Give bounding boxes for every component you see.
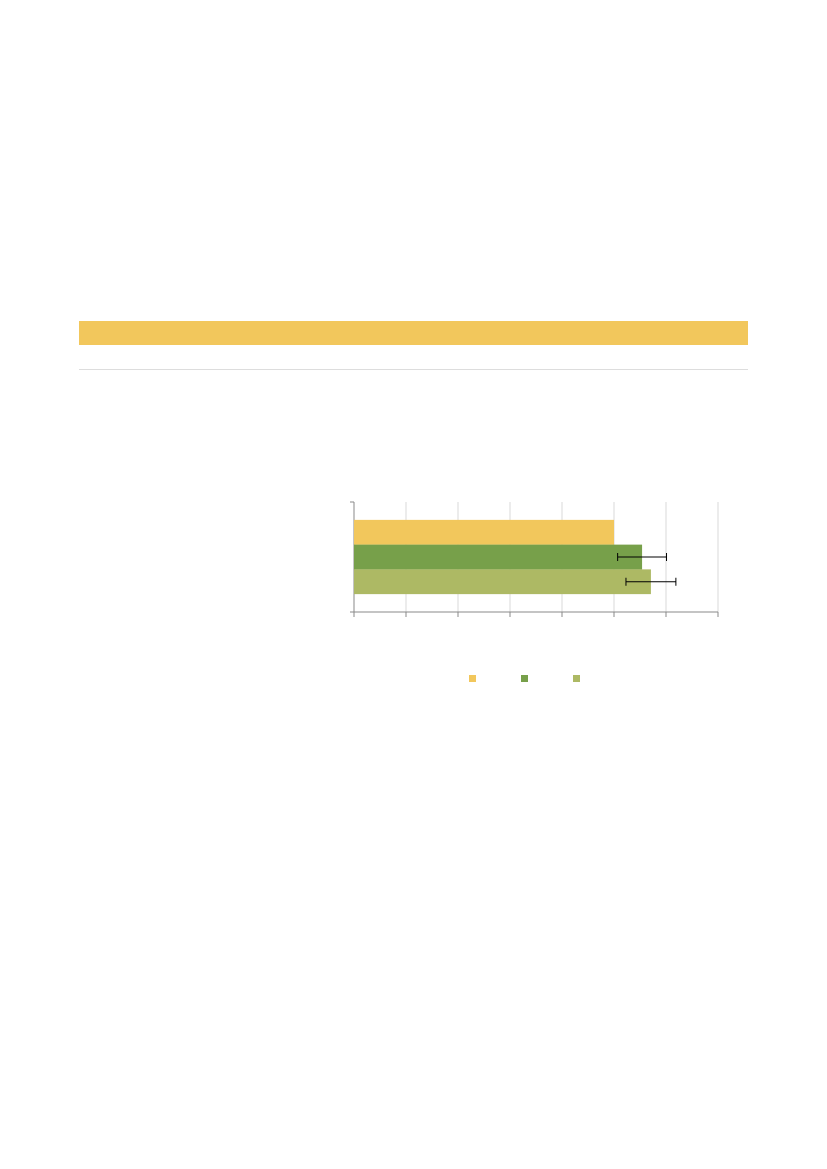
legend-swatch	[469, 675, 476, 682]
table-header	[79, 321, 748, 345]
legend-swatch	[521, 675, 528, 682]
bar	[354, 519, 614, 545]
legend-swatch	[573, 675, 580, 682]
bar	[354, 569, 651, 595]
chart	[350, 501, 719, 682]
bar	[354, 544, 643, 570]
